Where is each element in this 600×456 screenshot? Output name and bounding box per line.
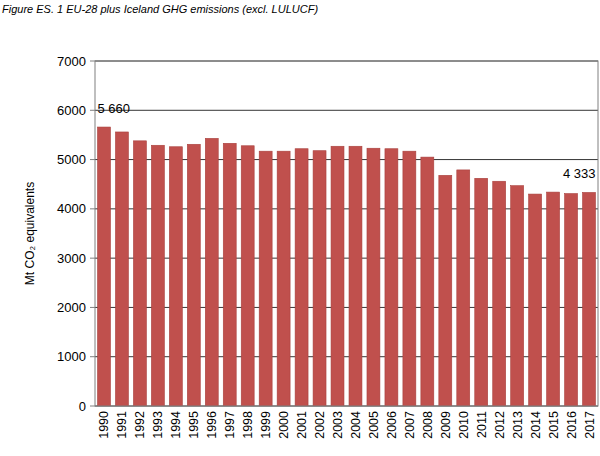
x-tick-label: 2000	[277, 411, 291, 439]
y-tick-label: 0	[79, 399, 86, 414]
x-tick-label: 2002	[313, 411, 327, 439]
x-tick-label: 2005	[367, 411, 381, 439]
chart: Figure ES. 1 EU-28 plus Iceland GHG emis…	[0, 0, 600, 456]
bar	[403, 151, 416, 406]
y-tick	[90, 307, 95, 308]
bar	[223, 143, 236, 406]
x-tick-label: 2016	[565, 411, 579, 439]
x-tick-label: 1991	[115, 411, 129, 439]
x-axis: 1990 1991 1992 1993 1994 1995 1996 1997 1998 1999…	[97, 411, 596, 439]
x-tick-label: 1996	[205, 411, 219, 439]
x-tick-label: 1993	[151, 411, 165, 439]
x-tick-label: 1990	[97, 411, 111, 439]
y-tick	[90, 258, 95, 259]
bar	[98, 127, 111, 406]
x-tick-label: 1999	[259, 411, 273, 439]
bar	[295, 149, 308, 406]
x-tick-label: 2012	[493, 411, 507, 439]
bar	[439, 175, 452, 406]
grid	[95, 61, 598, 406]
bar	[349, 146, 362, 406]
bar	[313, 151, 326, 406]
x-tick-label: 2010	[457, 411, 471, 439]
bar	[331, 146, 344, 406]
y-axis-label: Mt CO₂ equivalents	[23, 182, 37, 285]
x-tick-label: 1992	[133, 411, 147, 439]
y-tick	[90, 356, 95, 357]
data-labels: 5 660 4 333	[98, 101, 596, 181]
y-tick	[90, 208, 95, 209]
bar	[115, 132, 128, 406]
bar	[151, 145, 164, 406]
chart-root: Figure ES. 1 EU-28 plus Iceland GHG emis…	[0, 0, 600, 456]
x-tick-label: 2009	[439, 411, 453, 439]
x-tick-label: 2017	[583, 411, 597, 439]
bar	[511, 186, 524, 406]
x-tick-label: 1995	[187, 411, 201, 439]
y-tick-label: 1000	[57, 349, 86, 364]
bar	[205, 138, 218, 406]
y-tick-label: 6000	[57, 103, 86, 118]
y-tick	[90, 159, 95, 160]
x-tick-label: 2007	[403, 411, 417, 439]
bar	[583, 192, 596, 406]
x-tick-label: 2013	[511, 411, 525, 439]
bar	[367, 148, 380, 406]
bar	[475, 178, 488, 406]
bar	[277, 151, 290, 406]
x-tick-label: 1994	[169, 411, 183, 439]
y-tick-label: 4000	[57, 201, 86, 216]
y-tick-label: 5000	[57, 152, 86, 167]
y-tick	[90, 406, 95, 407]
plot-frame	[95, 61, 598, 406]
y-tick-label: 7000	[57, 54, 86, 69]
bar	[457, 170, 470, 406]
title: Figure ES. 1 EU-28 plus Iceland GHG emis…	[2, 3, 318, 15]
x-tick-label: 1997	[223, 411, 237, 439]
bar	[493, 181, 506, 406]
x-tick-label: 2004	[349, 411, 363, 439]
data-label: 4 333	[563, 166, 596, 181]
x-tick-label: 2015	[547, 411, 561, 439]
bar	[259, 151, 272, 406]
x-tick-label: 2003	[331, 411, 345, 439]
bar	[241, 146, 254, 406]
bar	[529, 194, 542, 406]
data-label: 5 660	[98, 101, 131, 116]
x-tick-label: 2014	[529, 411, 543, 439]
grid-line	[95, 110, 598, 111]
bar	[133, 141, 146, 406]
bar	[565, 194, 578, 406]
x-tick-label: 2011	[475, 411, 489, 438]
x-tick-label: 2001	[295, 411, 309, 439]
x-tick-label: 2006	[385, 411, 399, 439]
y-axis: 0 1000 2000 3000 4000 5000 6000 7000	[57, 54, 95, 414]
bars	[98, 127, 596, 406]
y-tick	[90, 61, 95, 62]
y-tick	[90, 110, 95, 111]
x-tick-label: 1998	[241, 411, 255, 439]
bar	[421, 157, 434, 406]
bar	[169, 147, 182, 406]
bar	[385, 149, 398, 406]
x-tick-label: 2008	[421, 411, 435, 439]
y-tick-label: 2000	[57, 300, 86, 315]
y-tick-label: 3000	[57, 251, 86, 266]
bar	[547, 192, 560, 406]
bar	[187, 144, 200, 406]
